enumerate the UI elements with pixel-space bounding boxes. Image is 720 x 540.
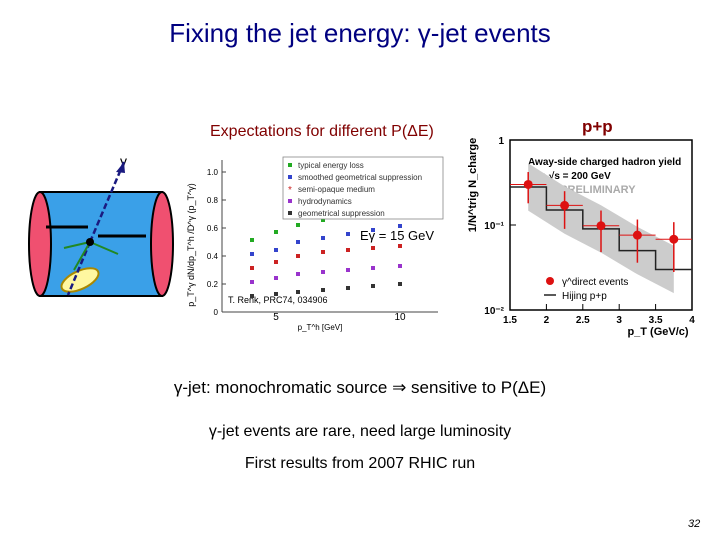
jet-track (66, 241, 92, 296)
theory-point (296, 223, 300, 227)
jet-collision-diagram (28, 161, 174, 297)
hadron-track-1 (63, 241, 91, 249)
star-ytick: 10⁻² (484, 306, 504, 317)
theory-point (371, 266, 375, 270)
star-xlabel: p_T (GeV/c) (627, 326, 688, 338)
theory-point (321, 250, 325, 254)
star-title: Away-side charged hadron yield (528, 157, 681, 168)
cylinder-left-cap (28, 191, 52, 297)
star-xtick: 3.5 (649, 315, 663, 326)
theory-ytick: 0.8 (207, 196, 219, 205)
theory-point (371, 284, 375, 288)
theory-point (250, 294, 254, 298)
star-xtick: 4 (689, 315, 695, 326)
theory-point (296, 240, 300, 244)
theory-point (398, 224, 402, 228)
star-xtick: 1.5 (503, 315, 517, 326)
star-ytick: 1 (498, 136, 504, 147)
legend-label: typical energy loss (298, 161, 364, 170)
theory-point (296, 290, 300, 294)
bullet-first-results: First results from 2007 RHIC run (244, 455, 476, 472)
vertex (86, 238, 94, 246)
hadron-track-2 (89, 241, 119, 255)
legend-label: hydrodynamics (298, 197, 352, 206)
theory-point (398, 244, 402, 248)
cylinder-right-cap (150, 191, 174, 297)
star-ytick: 10⁻¹ (484, 221, 504, 232)
star-xtick: 2.5 (576, 315, 590, 326)
bullet-rare: γ-jet events are rare, need large lumino… (208, 423, 512, 440)
theory-point (274, 230, 278, 234)
legend-hijing-label: Hijing p+p (562, 291, 607, 302)
cylinder-body (39, 191, 163, 297)
theory-point (321, 270, 325, 274)
photon-track (88, 161, 126, 243)
theory-ytick: 0 (214, 308, 219, 317)
theory-point (296, 254, 300, 258)
theory-xtick-5: 5 (273, 312, 279, 323)
star-xtick: 2 (544, 315, 550, 326)
legend-marker (288, 163, 292, 167)
theory-point (274, 292, 278, 296)
hadron-track-3 (73, 241, 91, 271)
photon-arrowhead (116, 162, 125, 173)
theory-point (398, 282, 402, 286)
theory-xtick-10: 10 (394, 312, 406, 323)
star-ylabel: 1/N^trig N_charge (467, 138, 479, 232)
theory-point (346, 232, 350, 236)
theory-point (274, 276, 278, 280)
theory-point (250, 266, 254, 270)
theory-point (250, 280, 254, 284)
legend-direct-marker (546, 277, 554, 285)
star-data-plot: 1/N^trig N_charge Away-side charged hadr… (467, 136, 695, 338)
legend-marker (288, 211, 292, 215)
theory-ylabel: p_T^γ dN/dp_T^h /D^γ (p_T^γ) (186, 183, 196, 306)
theory-legend-box (282, 156, 444, 220)
legend-direct-label: γ^direct events (562, 277, 628, 288)
star-energy-label: p+p √s = 200 GeV (528, 171, 611, 182)
theory-point (321, 218, 325, 222)
pp-subtitle: p+p (582, 117, 613, 136)
theory-point (346, 286, 350, 290)
legend-marker: * (288, 185, 292, 196)
theory-ytick: 0.4 (207, 252, 219, 261)
direct-photon-point (596, 221, 606, 231)
direct-photon-point (632, 230, 642, 240)
bullet-monochromatic: γ-jet: monochromatic source ⇒ sensitive … (173, 378, 547, 397)
slide-title: Fixing the jet energy: γ-jet events (169, 18, 551, 48)
star-xtick: 3 (616, 315, 622, 326)
direct-photon-point (669, 234, 679, 244)
expectations-subtitle: Expectations for different P(ΔE) (210, 123, 434, 140)
theory-point (371, 246, 375, 250)
legend-label: smoothed geometrical suppression (298, 173, 422, 182)
direct-photon-point (560, 200, 570, 210)
legend-marker (288, 199, 292, 203)
theory-plot: p_T^γ dN/dp_T^h /D^γ (p_T^γ) 0 0.2 0.4 0.6 0… (186, 156, 444, 332)
theory-point (398, 264, 402, 268)
theory-point (274, 260, 278, 264)
theory-point (274, 248, 278, 252)
page-number: 32 (688, 518, 701, 530)
theory-xlabel: p_T^h [GeV] (298, 323, 343, 332)
theory-ytick: 0.2 (207, 280, 219, 289)
legend-label: geometrical suppression (298, 209, 385, 218)
theory-point (321, 236, 325, 240)
theory-ytick: 0.6 (207, 224, 219, 233)
theory-point (321, 288, 325, 292)
direct-photon-point (523, 179, 533, 189)
legend-marker (288, 175, 292, 179)
theory-point (296, 272, 300, 276)
theory-point (250, 238, 254, 242)
egamma-label: Eγ = 15 GeV (360, 228, 434, 243)
theory-point (346, 268, 350, 272)
gamma-label: γ (120, 153, 127, 169)
theory-point (371, 228, 375, 232)
theory-ytick: 1.0 (207, 168, 219, 177)
legend-label: semi-opaque medium (298, 185, 375, 194)
theory-point (346, 248, 350, 252)
theory-point (250, 252, 254, 256)
renk-reference: T. Renk, PRC74, 034906 (228, 295, 328, 305)
